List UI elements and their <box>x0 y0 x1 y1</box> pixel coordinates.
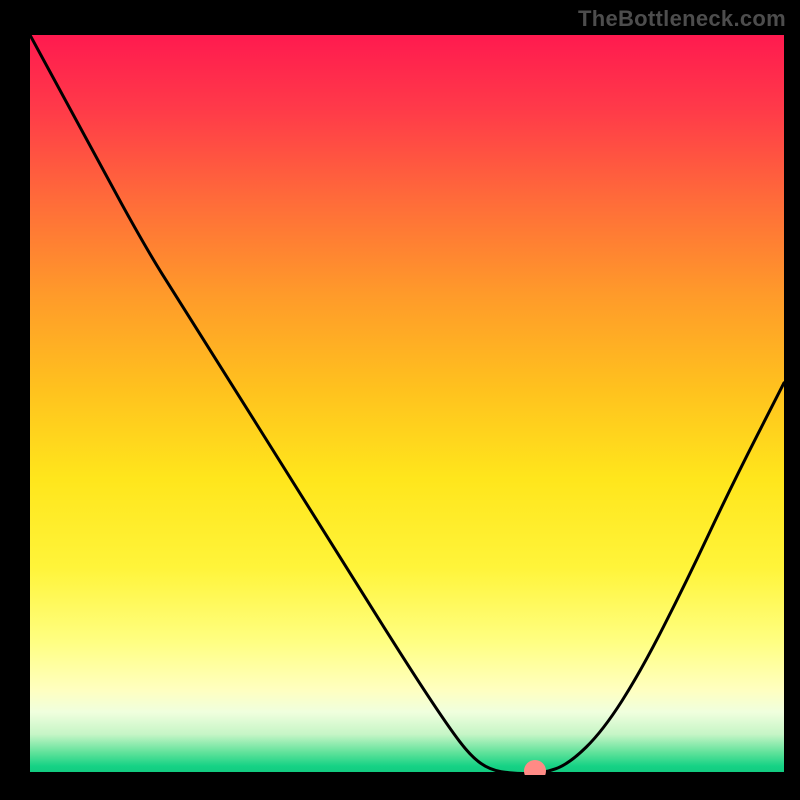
watermark-text: TheBottleneck.com <box>578 6 786 32</box>
bottleneck-curve <box>30 35 784 775</box>
plot-area <box>30 35 784 775</box>
chart-frame: TheBottleneck.com <box>0 0 800 800</box>
optimum-marker <box>524 760 546 775</box>
